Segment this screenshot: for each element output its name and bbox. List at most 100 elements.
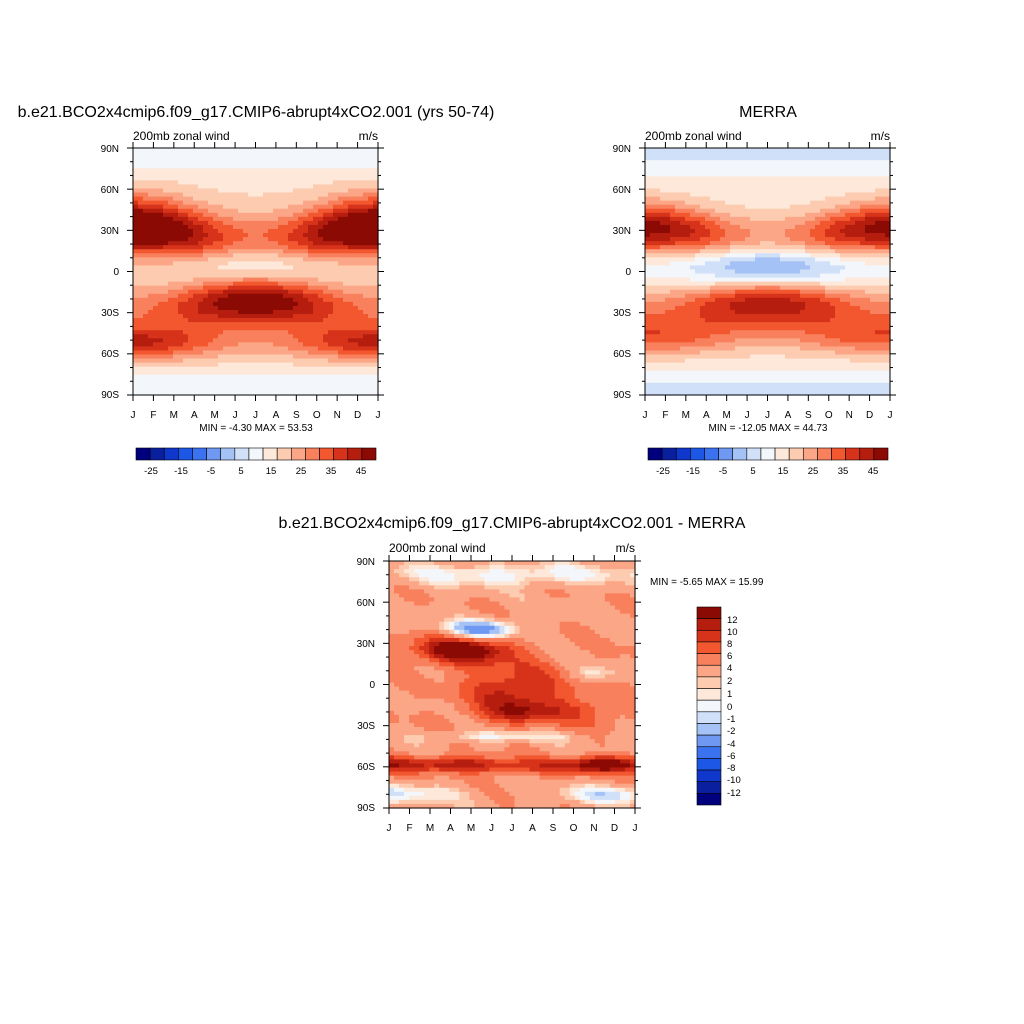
contour-cell [655, 281, 661, 287]
contour-cell [163, 297, 169, 303]
contour-cell [263, 354, 269, 360]
contour-cell [685, 220, 691, 226]
contour-cell [660, 386, 666, 392]
contour-cell [258, 208, 264, 214]
contour-cell [348, 253, 354, 258]
contour-cell [715, 362, 721, 368]
contour-cell [203, 196, 209, 202]
contour-cell [670, 314, 676, 319]
contour-cell [238, 148, 244, 153]
contour-cell [218, 285, 224, 291]
contour-cell [268, 168, 274, 173]
contour-cell [363, 390, 369, 396]
contour-cell [760, 273, 766, 279]
contour-cell [148, 305, 154, 311]
contour-cell [795, 330, 801, 335]
contour-cell [358, 148, 364, 153]
contour-cell [148, 172, 154, 177]
contour-cell [198, 289, 204, 295]
contour-cell [153, 261, 159, 267]
contour-cell [745, 386, 751, 392]
contour-cell [213, 241, 219, 246]
contour-cell [148, 326, 154, 331]
contour-cell [765, 382, 771, 388]
contour-cell [700, 184, 706, 190]
contour-cell [373, 293, 379, 299]
contour-cell [263, 180, 269, 186]
contour-cell [348, 204, 354, 210]
contour-cell [203, 164, 209, 169]
contour-cell [323, 200, 329, 206]
contour-cell [338, 326, 344, 331]
contour-cell [363, 245, 369, 250]
contour-cell [685, 338, 691, 343]
contour-cell [363, 382, 369, 388]
contour-cell [208, 241, 214, 246]
colorbar-label: 35 [326, 466, 337, 477]
contour-cell [208, 350, 214, 356]
contour-cell [183, 233, 189, 238]
contour-cell [725, 358, 731, 364]
contour-cell [770, 192, 776, 198]
contour-cell [218, 228, 224, 234]
contour-cell [348, 318, 354, 323]
contour-cell [278, 180, 284, 186]
contour-cell [248, 322, 254, 327]
contour-cell [158, 237, 164, 242]
contour-cell [168, 370, 174, 376]
contour-cell [263, 164, 269, 169]
contour-cell [725, 180, 731, 186]
contour-cell [193, 152, 199, 157]
contour-cell [323, 318, 329, 323]
contour-cell [760, 168, 766, 173]
contour-cell [725, 249, 731, 254]
contour-cell [750, 200, 756, 206]
contour-cell [363, 350, 369, 356]
contour-cell [338, 293, 344, 299]
contour-cell [153, 192, 159, 198]
contour-cell [780, 212, 786, 218]
contour-cell [278, 305, 284, 311]
contour-cell [695, 366, 701, 372]
contour-cell [655, 237, 661, 242]
contour-cell [670, 273, 676, 279]
contour-cell [193, 148, 199, 153]
contour-cell [233, 249, 239, 254]
contour-cell [373, 188, 379, 194]
contour-cell [148, 354, 154, 360]
contour-cell [690, 253, 696, 258]
contour-cell [138, 285, 144, 291]
contour-cell [685, 245, 691, 250]
contour-cell [328, 314, 334, 319]
contour-cell [660, 378, 666, 384]
contour-cell [293, 378, 299, 384]
contour-cell [645, 253, 651, 258]
contour-cell [655, 277, 661, 283]
contour-cell [675, 208, 681, 214]
contour-cell [363, 289, 369, 295]
contour-cell [795, 366, 801, 372]
contour-cell [313, 366, 319, 372]
contour-cell [790, 293, 796, 299]
contour-cell [720, 220, 726, 226]
contour-cell [760, 370, 766, 376]
contour-cell [735, 224, 741, 230]
contour-cell [238, 216, 244, 222]
contour-cell [368, 192, 374, 198]
contour-cell [133, 346, 139, 352]
contour-cell [133, 366, 139, 372]
contour-cell [308, 253, 314, 258]
contour-cell [780, 237, 786, 242]
contour-cell [213, 301, 219, 307]
contour-cell [298, 354, 304, 360]
contour-cell [770, 390, 776, 396]
contour-cell [740, 366, 746, 372]
contour-cell [368, 334, 374, 339]
contour-cell [363, 362, 369, 368]
contour-cell [308, 220, 314, 226]
contour-cell [288, 390, 294, 396]
contour-cell [243, 176, 249, 181]
contour-cell [790, 285, 796, 291]
contour-cell [685, 322, 691, 327]
contour-cell [193, 297, 199, 303]
